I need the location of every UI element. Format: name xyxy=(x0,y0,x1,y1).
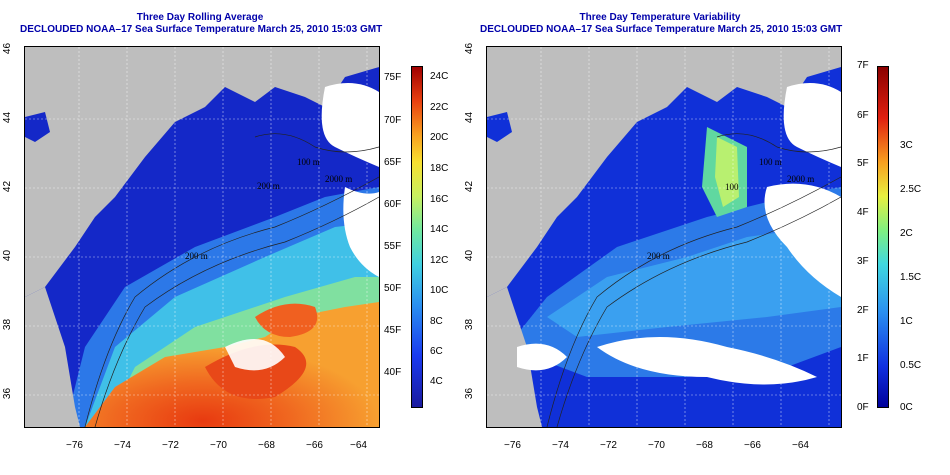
lat-tick-label: 36 xyxy=(464,387,476,400)
colorbar-c-label: 0C xyxy=(900,402,913,413)
lon-tick-label: −70 xyxy=(648,440,665,451)
colorbar-c-label: 10C xyxy=(430,285,449,296)
contour-label: 200 m xyxy=(647,251,670,261)
lat-tick-label: 42 xyxy=(464,180,476,193)
colorbar-f-label: 7F xyxy=(857,60,869,71)
lon-tick-label: −70 xyxy=(210,440,227,451)
lat-tick-label: 38 xyxy=(2,318,14,331)
lon-tick-label: −64 xyxy=(350,440,367,451)
lat-tick-label: 42 xyxy=(2,180,14,193)
lon-tick-label: −68 xyxy=(696,440,713,451)
lon-tick-label: −76 xyxy=(504,440,521,451)
lon-tick-label: −66 xyxy=(744,440,761,451)
lat-tick-label: 40 xyxy=(464,249,476,262)
colorbar-f-label: 4F xyxy=(857,207,869,218)
colorbar-f-label: 45F xyxy=(384,325,402,336)
colorbar-f-label: 60F xyxy=(384,199,402,210)
colorbar-c-label: 18C xyxy=(430,163,449,174)
contour-label: 100 xyxy=(725,182,739,192)
lon-tick-label: −74 xyxy=(552,440,569,451)
sst-colorbar xyxy=(411,66,423,408)
colorbar-f-label: 40F xyxy=(384,367,402,378)
colorbar-f-label: 2F xyxy=(857,305,869,316)
variability-colorbar xyxy=(877,66,889,408)
lon-tick-label: −72 xyxy=(600,440,617,451)
left-title-line2: DECLOUDED NOAA–17 Sea Surface Temperatur… xyxy=(20,24,383,35)
lat-tick-label: 46 xyxy=(464,42,476,55)
colorbar-f-label: 65F xyxy=(384,157,402,168)
colorbar-f-label: 75F xyxy=(384,72,402,83)
lat-tick-label: 46 xyxy=(2,42,14,55)
colorbar-f-label: 70F xyxy=(384,115,402,126)
colorbar-f-label: 50F xyxy=(384,283,402,294)
colorbar-c-label: 12C xyxy=(430,255,449,266)
colorbar-c-label: 6C xyxy=(430,346,443,357)
sst-average-map: 100 m 200 m 200 m 2000 m xyxy=(24,46,380,428)
contour-label: 2000 m xyxy=(787,174,814,184)
colorbar-c-label: 4C xyxy=(430,376,443,387)
colorbar-c-label: 2C xyxy=(900,228,913,239)
lat-tick-label: 36 xyxy=(2,387,14,400)
colorbar-c-label: 8C xyxy=(430,316,443,327)
lon-tick-label: −72 xyxy=(162,440,179,451)
left-title-line1: Three Day Rolling Average xyxy=(136,12,264,23)
colorbar-c-label: 0.5C xyxy=(900,360,922,371)
sst-variability-map: 100 m 100 200 m 2000 m xyxy=(486,46,842,428)
colorbar-f-label: 55F xyxy=(384,241,402,252)
colorbar-c-label: 16C xyxy=(430,194,449,205)
colorbar-f-label: 6F xyxy=(857,110,869,121)
right-title-line2: DECLOUDED NOAA–17 Sea Surface Temperatur… xyxy=(480,24,843,35)
colorbar-c-label: 2.5C xyxy=(900,184,922,195)
contour-label: 100 m xyxy=(759,157,782,167)
lat-tick-label: 44 xyxy=(464,111,476,124)
colorbar-c-label: 20C xyxy=(430,132,449,143)
lon-tick-label: −68 xyxy=(258,440,275,451)
contour-label: 100 m xyxy=(297,157,320,167)
lat-tick-label: 38 xyxy=(464,318,476,331)
colorbar-c-label: 14C xyxy=(430,224,449,235)
colorbar-f-label: 0F xyxy=(857,402,869,413)
lon-tick-label: −64 xyxy=(792,440,809,451)
colorbar-f-label: 5F xyxy=(857,158,869,169)
colorbar-f-label: 3F xyxy=(857,256,869,267)
contour-label: 200 m xyxy=(185,251,208,261)
lon-tick-label: −76 xyxy=(66,440,83,451)
colorbar-c-label: 22C xyxy=(430,102,449,113)
lat-tick-label: 40 xyxy=(2,249,14,262)
right-title-line1: Three Day Temperature Variability xyxy=(579,12,741,23)
colorbar-c-label: 1.5C xyxy=(900,272,922,283)
colorbar-f-label: 1F xyxy=(857,353,869,364)
colorbar-c-label: 1C xyxy=(900,316,913,327)
contour-label: 2000 m xyxy=(325,174,352,184)
colorbar-c-label: 3C xyxy=(900,140,913,151)
lon-tick-label: −66 xyxy=(306,440,323,451)
contour-label: 200 m xyxy=(257,181,280,191)
lon-tick-label: −74 xyxy=(114,440,131,451)
colorbar-c-label: 24C xyxy=(430,71,449,82)
lat-tick-label: 44 xyxy=(2,111,14,124)
